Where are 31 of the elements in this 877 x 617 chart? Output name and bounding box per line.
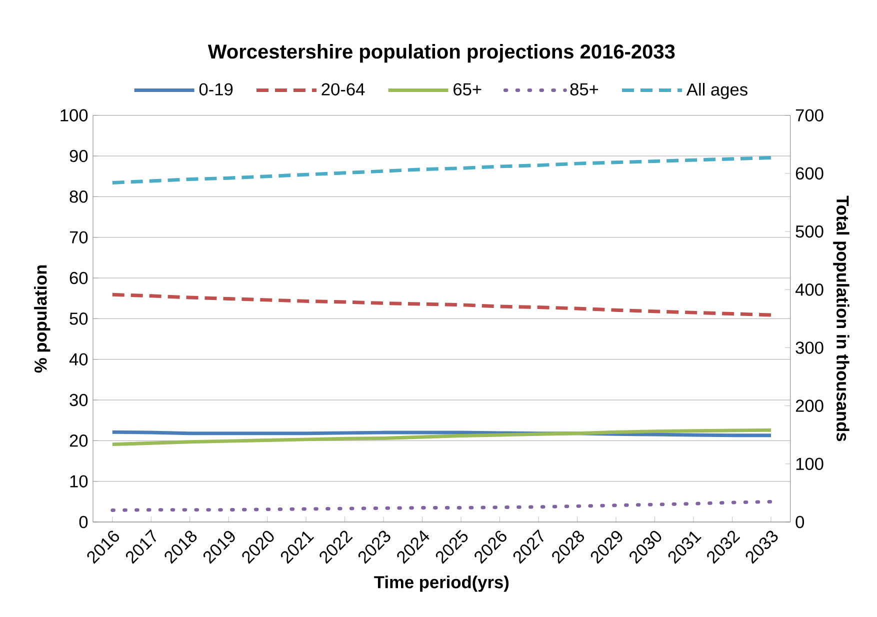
y2-tick-label: 500 xyxy=(796,225,824,238)
y-tick-label: 10 xyxy=(70,475,88,488)
legend-label: 20-64 xyxy=(322,83,365,96)
y2-tick-label: 600 xyxy=(796,167,824,180)
y-tick-label: 80 xyxy=(70,190,88,203)
y-tick-label: 60 xyxy=(70,272,88,284)
y2-tick-label: 200 xyxy=(796,400,824,412)
line-series xyxy=(110,428,773,446)
y-tick-label: 90 xyxy=(70,150,88,162)
y-tick-label: 0 xyxy=(79,516,88,528)
y-tick-label: 20 xyxy=(70,434,88,447)
y2-tick-label: 300 xyxy=(796,342,824,354)
chart-title: Worcestershire population projections 2016-2033 xyxy=(208,44,675,63)
legend-label: 85+ xyxy=(570,83,598,96)
y-tick-label: 40 xyxy=(69,353,88,366)
y-tick-label: 70 xyxy=(70,231,88,244)
y-axis-title: % population xyxy=(34,265,50,373)
legend-label: 0-19 xyxy=(199,83,233,96)
legend-label: All ages xyxy=(686,82,748,100)
x-axis-title: Time period(yrs) xyxy=(374,576,509,592)
y2-tick-label: 400 xyxy=(795,283,824,296)
y2-tick-label: 0 xyxy=(796,516,804,528)
y2-tick-label: 700 xyxy=(796,109,824,122)
legend-label: 65+ xyxy=(454,83,482,96)
y2-axis-title: Total population in thousands xyxy=(833,196,850,442)
line-series xyxy=(110,156,773,184)
y-tick-label: 100 xyxy=(60,109,88,122)
y-tick-label: 50 xyxy=(70,312,88,325)
y-tick-label: 30 xyxy=(70,394,88,406)
y2-tick-label: 100 xyxy=(796,458,824,470)
line-series xyxy=(110,292,773,317)
